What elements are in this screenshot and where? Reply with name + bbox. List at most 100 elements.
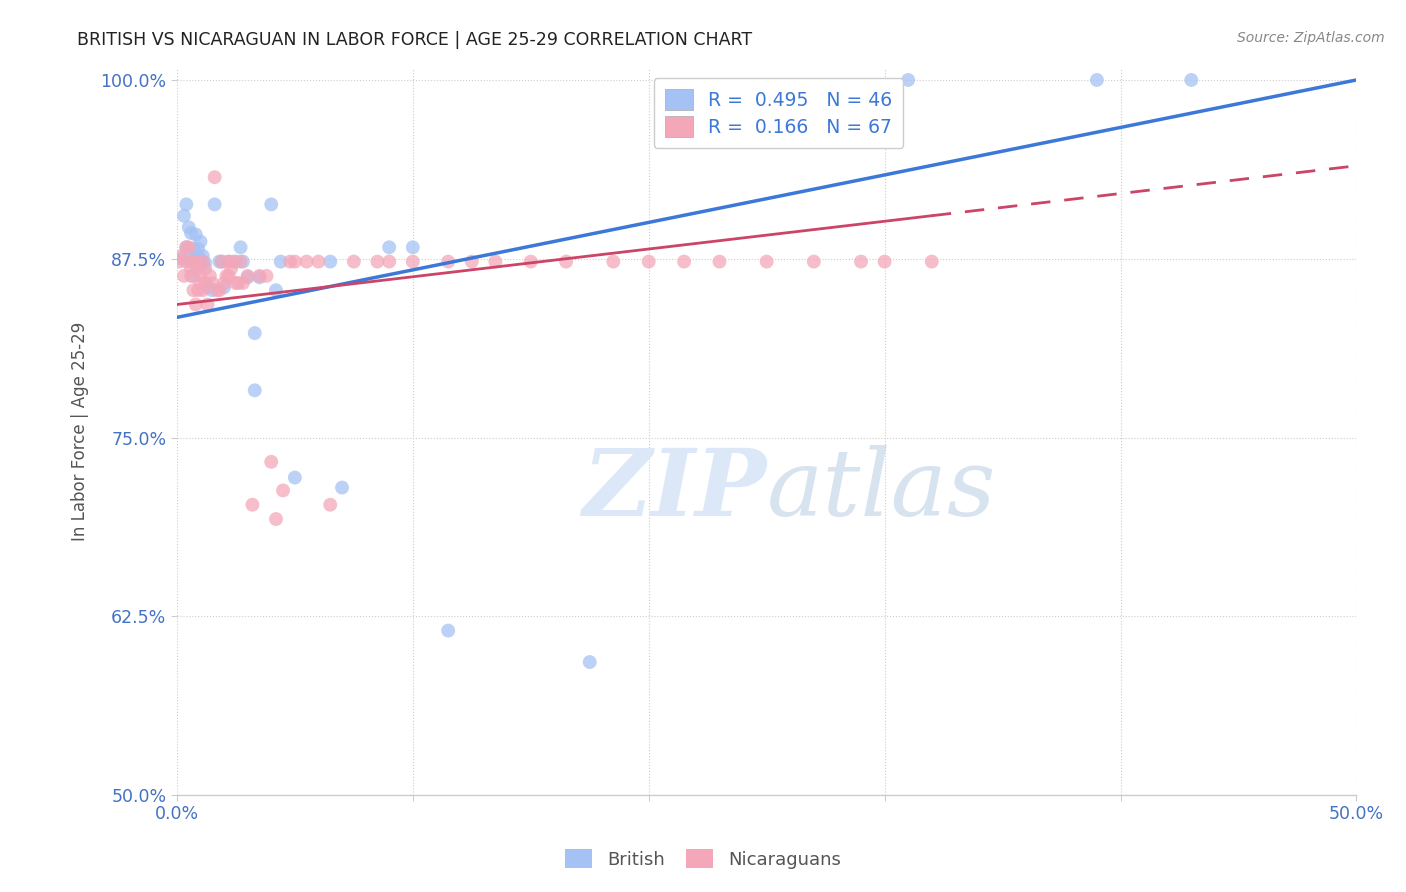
Point <box>218 254 240 268</box>
Point <box>260 197 283 211</box>
Point <box>307 254 329 268</box>
Point <box>177 249 200 263</box>
Y-axis label: In Labor Force | Age 25-29: In Labor Force | Age 25-29 <box>72 322 89 541</box>
Point <box>256 268 278 283</box>
Point <box>194 276 217 290</box>
Point <box>602 254 624 268</box>
Point <box>249 268 271 283</box>
Point <box>194 261 217 276</box>
Point <box>170 249 193 263</box>
Point <box>264 283 287 297</box>
Point <box>180 268 202 283</box>
Point <box>190 276 212 290</box>
Point <box>204 197 226 211</box>
Point <box>319 254 342 268</box>
Point <box>201 283 224 297</box>
Text: BRITISH VS NICARAGUAN IN LABOR FORCE | AGE 25-29 CORRELATION CHART: BRITISH VS NICARAGUAN IN LABOR FORCE | A… <box>77 31 752 49</box>
Point <box>402 240 425 254</box>
Point <box>343 254 366 268</box>
Point <box>243 384 266 398</box>
Point <box>184 297 207 311</box>
Point <box>232 276 254 290</box>
Point <box>198 268 221 283</box>
Point <box>184 227 207 242</box>
Point <box>222 254 245 268</box>
Point <box>180 261 202 276</box>
Point <box>208 283 231 297</box>
Point <box>177 240 200 254</box>
Point <box>176 254 198 268</box>
Point <box>191 283 214 297</box>
Point <box>176 197 198 211</box>
Point <box>190 235 212 249</box>
Point <box>271 483 294 498</box>
Point <box>437 624 460 638</box>
Point <box>249 270 271 285</box>
Point <box>191 249 214 263</box>
Point <box>378 254 401 268</box>
Point <box>225 254 247 268</box>
Point <box>197 280 219 294</box>
Point <box>260 455 283 469</box>
Point <box>205 283 228 297</box>
Point <box>461 254 484 268</box>
Point <box>295 254 318 268</box>
Point <box>184 254 207 268</box>
Point <box>243 326 266 340</box>
Point <box>236 268 259 283</box>
Point <box>180 254 202 268</box>
Text: Source: ZipAtlas.com: Source: ZipAtlas.com <box>1237 31 1385 45</box>
Point <box>204 170 226 185</box>
Point <box>366 254 388 268</box>
Point <box>402 254 425 268</box>
Point <box>226 276 249 290</box>
Point <box>212 276 235 290</box>
Point <box>187 261 209 276</box>
Point <box>219 261 242 276</box>
Point <box>176 240 198 254</box>
Point <box>484 254 506 268</box>
Point <box>270 254 292 268</box>
Legend: R =  0.495   N = 46, R =  0.166   N = 67: R = 0.495 N = 46, R = 0.166 N = 67 <box>654 78 903 148</box>
Point <box>177 220 200 235</box>
Point <box>187 283 209 297</box>
Point <box>673 254 696 268</box>
Point <box>225 276 247 290</box>
Point <box>176 240 198 254</box>
Point <box>378 240 401 254</box>
Text: atlas: atlas <box>766 445 995 535</box>
Point <box>211 254 233 268</box>
Point <box>208 254 231 268</box>
Point <box>278 254 301 268</box>
Point <box>194 256 217 270</box>
Point <box>873 254 896 268</box>
Point <box>173 268 195 283</box>
Point <box>755 254 778 268</box>
Point <box>183 268 205 283</box>
Point <box>897 73 920 87</box>
Point <box>218 254 240 268</box>
Point <box>187 249 209 263</box>
Point <box>215 268 238 283</box>
Point <box>187 242 209 256</box>
Point <box>190 268 212 283</box>
Point <box>264 512 287 526</box>
Point <box>1085 73 1108 87</box>
Point <box>167 254 190 268</box>
Point <box>849 254 872 268</box>
Point <box>803 254 825 268</box>
Point <box>191 254 214 268</box>
Point <box>211 254 233 268</box>
Point <box>242 498 264 512</box>
Point <box>191 256 214 270</box>
Point <box>1180 73 1202 87</box>
Point <box>183 242 205 256</box>
Point <box>319 498 342 512</box>
Legend: British, Nicaraguans: British, Nicaraguans <box>558 841 848 876</box>
Point <box>284 470 307 484</box>
Point <box>212 280 235 294</box>
Point <box>236 270 259 285</box>
Point <box>555 254 578 268</box>
Point <box>330 481 353 495</box>
Point <box>190 256 212 270</box>
